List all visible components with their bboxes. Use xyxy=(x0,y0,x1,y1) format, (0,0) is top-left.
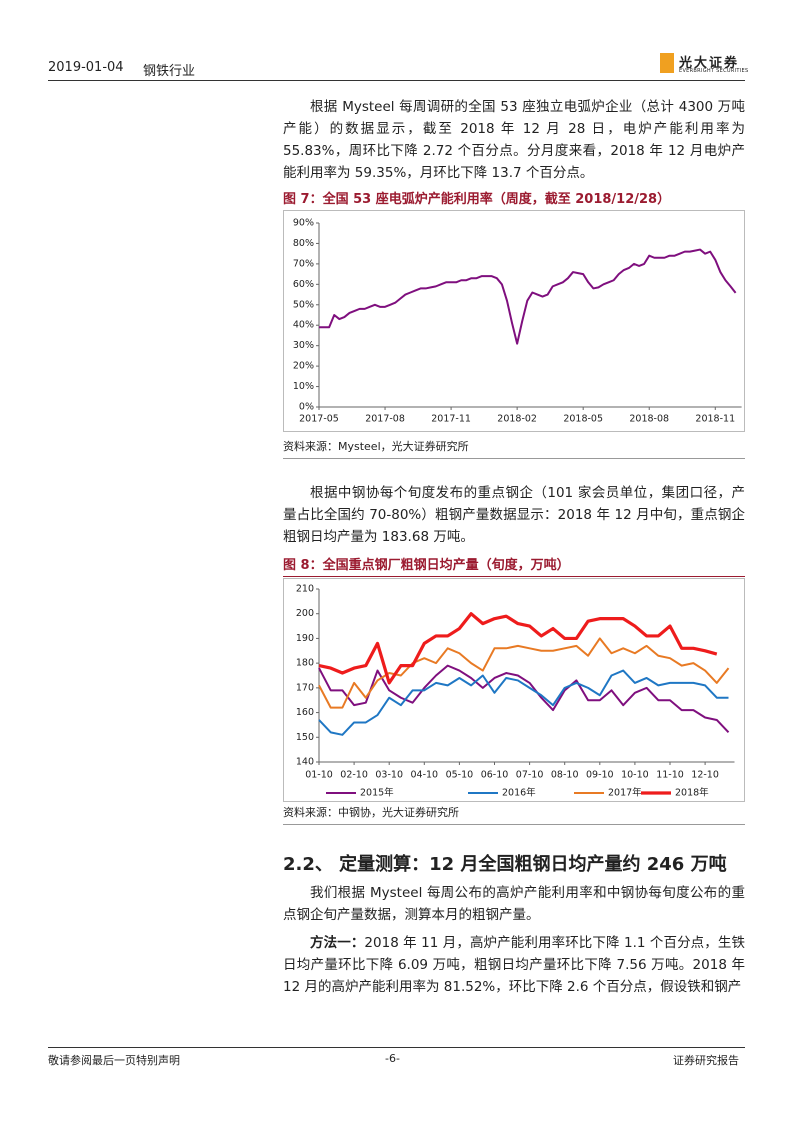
x-tick-label: 07-10 xyxy=(516,770,544,781)
y-tick-label: 190 xyxy=(296,633,314,644)
y-tick-label: 40% xyxy=(293,320,314,331)
series-line xyxy=(318,612,718,685)
x-tick-label: 2017-05 xyxy=(299,414,339,425)
x-tick-label: 2018-05 xyxy=(563,414,603,425)
y-tick-label: 150 xyxy=(296,732,314,743)
chart: 140 150 160 170 180 190 200 210 01-10 02-10 03-10 0… xyxy=(283,578,745,802)
y-tick-label: 10% xyxy=(293,381,314,392)
y-tick-label: 20% xyxy=(293,361,314,372)
footer-right: 证券研究报告 xyxy=(673,1054,739,1067)
header-rule xyxy=(48,80,745,81)
y-tick-label: 60% xyxy=(293,279,314,290)
y-tick-label: 90% xyxy=(293,218,314,229)
y-tick-label: 210 xyxy=(296,584,314,595)
brand-en: EVERBRIGHT SECURITIES xyxy=(679,68,749,74)
x-tick-label: 01-10 xyxy=(305,770,333,781)
paragraph: 根据中钢协每个旬度发布的重点钢企（101 家会员单位，集团口径，产量占比全国约 … xyxy=(283,485,745,545)
y-tick-label: 170 xyxy=(296,682,314,693)
x-tick-label: 2017-08 xyxy=(365,414,405,425)
legend-label: 2016年 xyxy=(502,787,536,799)
y-tick-label: 30% xyxy=(293,340,314,351)
legend-label: 2017年 xyxy=(608,787,642,799)
x-tick-label: 03-10 xyxy=(375,770,403,781)
y-tick-label: 140 xyxy=(296,757,314,768)
x-tick-label: 10-10 xyxy=(621,770,649,781)
x-tick-label: 09-10 xyxy=(586,770,614,781)
legend-label: 2018年 xyxy=(675,787,709,799)
y-tick-label: 160 xyxy=(296,707,314,718)
brand: 光大证券 xyxy=(679,56,740,71)
y-tick-label: 180 xyxy=(296,658,314,669)
header-industry: 钢铁行业 xyxy=(143,64,196,79)
logo-icon xyxy=(660,53,674,73)
paragraph: 我们根据 Mysteel 每周公布的高炉产能利用率和中钢协每旬度公布的重点钢企旬… xyxy=(283,885,745,923)
header-date: 2019-01-04 xyxy=(48,60,124,75)
section-heading: 2.2、 定量测算：12 月全国粗钢日均产量约 246 万吨 xyxy=(283,854,727,875)
x-tick-label: 2017-11 xyxy=(431,414,471,425)
figure-source: 资料来源：中钢协，光大证券研究所 xyxy=(283,804,745,825)
y-tick-label: 200 xyxy=(296,608,314,619)
figure-source: 资料来源：Mysteel，光大证券研究所 xyxy=(283,438,745,459)
y-tick-label: 50% xyxy=(293,299,314,310)
method-text: 2018 年 11 月，高炉产能利用率环比下降 1.1 个百分点，生铁日均产量环… xyxy=(283,935,745,995)
x-tick-label: 2018-11 xyxy=(695,414,735,425)
series-line xyxy=(318,664,730,734)
x-tick-label: 02-10 xyxy=(340,770,368,781)
x-tick-label: 05-10 xyxy=(446,770,474,781)
page-number: -6- xyxy=(385,1052,400,1065)
legend-label: 2015年 xyxy=(360,787,394,799)
paragraph: 方法一：2018 年 11 月，高炉产能利用率环比下降 1.1 个百分点，生铁日… xyxy=(283,932,745,998)
figure-caption: 图 8：全国重点钢厂粗钢日均产量（旬度，万吨） xyxy=(283,554,745,577)
x-tick-label: 11-10 xyxy=(656,770,684,781)
x-tick-label: 2018-02 xyxy=(497,414,537,425)
chart: 0% 10% 20% 30% 40% 50% 60% 70% 80% 90% 2017-05 2017… xyxy=(283,210,745,432)
footer-rule xyxy=(48,1047,745,1048)
y-tick-label: 70% xyxy=(293,258,314,269)
x-tick-label: 2018-08 xyxy=(629,414,669,425)
x-tick-label: 04-10 xyxy=(410,770,438,781)
series-line xyxy=(318,669,729,736)
method-lead: 方法一： xyxy=(310,935,365,951)
x-tick-label: 12-10 xyxy=(691,770,719,781)
series-line xyxy=(319,248,737,345)
y-tick-label: 0% xyxy=(299,402,314,413)
x-tick-label: 08-10 xyxy=(551,770,579,781)
x-tick-label: 06-10 xyxy=(481,770,509,781)
footer-left: 敬请参阅最后一页特别声明 xyxy=(48,1054,180,1067)
figure-caption: 图 7：全国 53 座电弧炉产能利用率（周度，截至 2018/12/28） xyxy=(283,188,745,211)
y-tick-label: 80% xyxy=(293,238,314,249)
paragraph: 根据 Mysteel 每周调研的全国 53 座独立电弧炉企业（总计 4300 万… xyxy=(283,99,745,181)
